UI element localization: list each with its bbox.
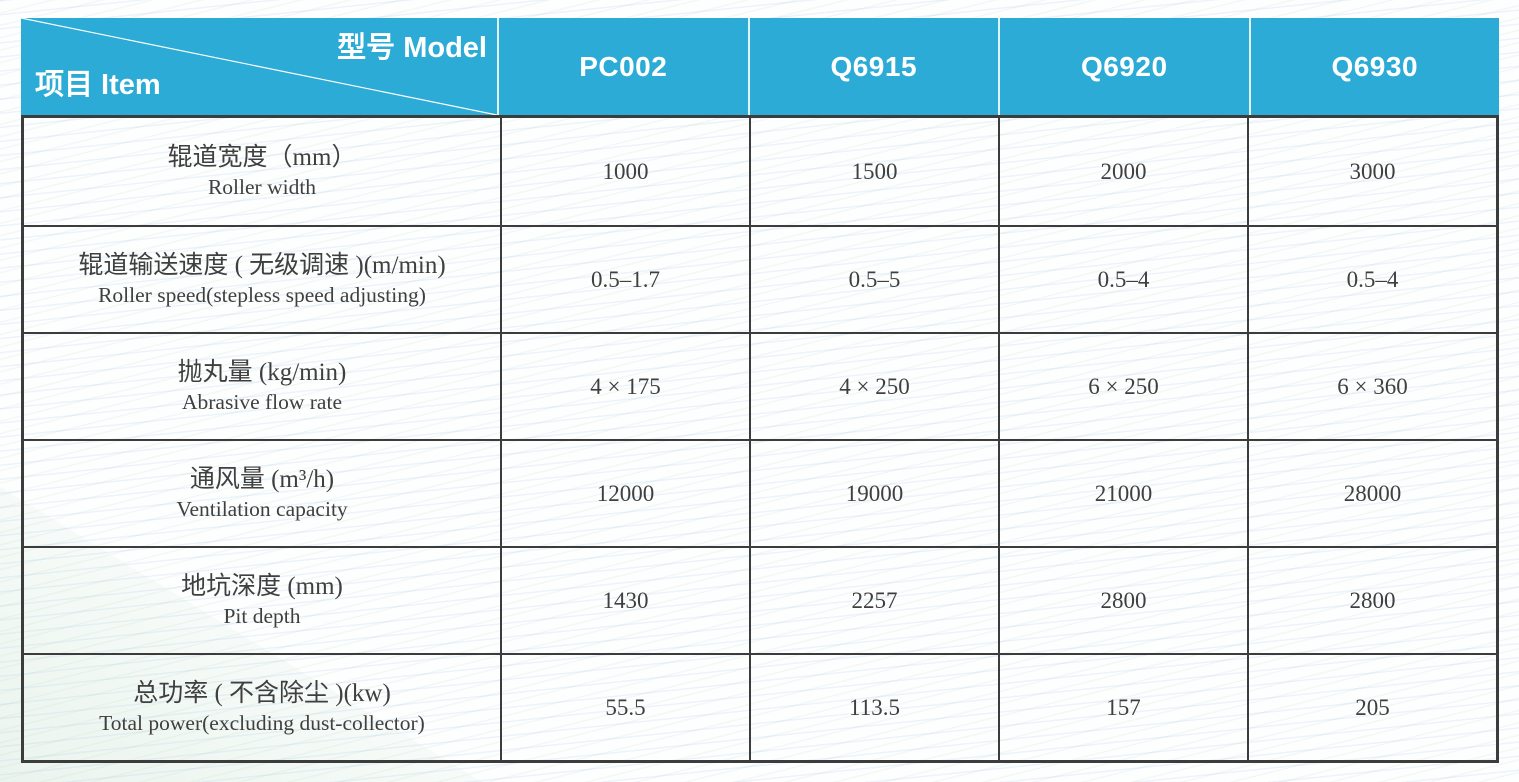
- cell-value: 1500: [749, 118, 998, 225]
- label-zh: 总功率 ( 不含除尘 )(kw): [133, 679, 391, 707]
- cell-value: 0.5–5: [749, 225, 998, 332]
- label-en: Total power(excluding dust-collector): [99, 711, 425, 736]
- table-header-row: 型号 Model 项目 Item PC002 Q6915 Q6920 Q6930: [21, 18, 1499, 115]
- diagonal-divider-line: [21, 18, 497, 115]
- cell-value: 4 × 250: [749, 332, 998, 439]
- label-zh: 地坑深度 (mm): [181, 572, 343, 600]
- cell-value: 0.5–4: [998, 225, 1247, 332]
- cell-value: 2800: [1247, 546, 1496, 653]
- cell-value: 6 × 250: [998, 332, 1247, 439]
- label-en: Abrasive flow rate: [182, 390, 342, 415]
- cell-value: 21000: [998, 439, 1247, 546]
- table-body: 辊道宽度（mm） Roller width 1000 1500 2000 300…: [21, 115, 1499, 763]
- row-label-roller-width: 辊道宽度（mm） Roller width: [24, 118, 500, 225]
- label-en: Roller width: [207, 175, 317, 200]
- header-model-label: 型号 Model: [337, 32, 487, 64]
- cell-value: 157: [998, 653, 1247, 760]
- cell-value: 6 × 360: [1247, 332, 1496, 439]
- cell-value: 205: [1247, 653, 1496, 760]
- label-en: Roller speed(stepless speed adjusting): [98, 283, 426, 308]
- cell-value: 113.5: [749, 653, 998, 760]
- label-zh: 通风量 (m³/h): [189, 465, 335, 493]
- row-label-roller-speed: 辊道输送速度 ( 无级调速 )(m/min) Roller speed(step…: [24, 225, 500, 332]
- header-model-q6920: Q6920: [998, 18, 1249, 115]
- cell-value: 1000: [500, 118, 749, 225]
- header-model-pc002: PC002: [497, 18, 748, 115]
- cell-value: 12000: [500, 439, 749, 546]
- cell-value: 0.5–1.7: [500, 225, 749, 332]
- row-label-pit-depth: 地坑深度 (mm) Pit depth: [24, 546, 500, 653]
- cell-value: 4 × 175: [500, 332, 749, 439]
- spec-table: 型号 Model 项目 Item PC002 Q6915 Q6920 Q6930…: [21, 18, 1499, 763]
- cell-value: 1430: [500, 546, 749, 653]
- header-corner-cell: 型号 Model 项目 Item: [21, 18, 497, 115]
- row-label-total-power: 总功率 ( 不含除尘 )(kw) Total power(excluding d…: [24, 653, 500, 760]
- label-zh: 辊道宽度（mm）: [167, 143, 357, 171]
- row-label-ventilation-capacity: 通风量 (m³/h) Ventilation capacity: [24, 439, 500, 546]
- row-label-abrasive-flow-rate: 抛丸量 (kg/min) Abrasive flow rate: [24, 332, 500, 439]
- label-en: Pit depth: [223, 604, 301, 629]
- cell-value: 19000: [749, 439, 998, 546]
- header-item-label: 项目 Item: [35, 69, 161, 101]
- cell-value: 2800: [998, 546, 1247, 653]
- label-zh: 辊道输送速度 ( 无级调速 )(m/min): [78, 251, 446, 279]
- cell-value: 0.5–4: [1247, 225, 1496, 332]
- header-model-q6915: Q6915: [747, 18, 999, 115]
- label-zh: 抛丸量 (kg/min): [177, 358, 347, 386]
- cell-value: 2257: [749, 546, 998, 653]
- label-en: Ventilation capacity: [176, 497, 348, 522]
- cell-value: 3000: [1247, 118, 1496, 225]
- cell-value: 28000: [1247, 439, 1496, 546]
- header-model-q6930: Q6930: [1248, 18, 1500, 115]
- cell-value: 55.5: [500, 653, 749, 760]
- cell-value: 2000: [998, 118, 1247, 225]
